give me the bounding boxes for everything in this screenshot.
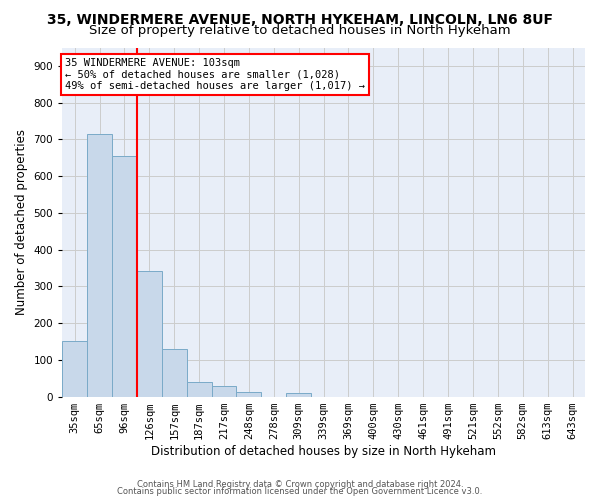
Bar [62, 342, 87, 396]
Text: Contains HM Land Registry data © Crown copyright and database right 2024.: Contains HM Land Registry data © Crown c… [137, 480, 463, 489]
Text: 35 WINDERMERE AVENUE: 103sqm
← 50% of detached houses are smaller (1,028)
49% of: 35 WINDERMERE AVENUE: 103sqm ← 50% of de… [65, 58, 365, 91]
Bar [162, 349, 187, 397]
Bar [212, 386, 236, 396]
Text: 35, WINDERMERE AVENUE, NORTH HYKEHAM, LINCOLN, LN6 8UF: 35, WINDERMERE AVENUE, NORTH HYKEHAM, LI… [47, 12, 553, 26]
Y-axis label: Number of detached properties: Number of detached properties [15, 129, 28, 315]
X-axis label: Distribution of detached houses by size in North Hykeham: Distribution of detached houses by size … [151, 444, 496, 458]
Text: Size of property relative to detached houses in North Hykeham: Size of property relative to detached ho… [89, 24, 511, 37]
Bar [187, 382, 212, 396]
Bar [236, 392, 262, 396]
Bar [87, 134, 112, 396]
Bar [112, 156, 137, 396]
Bar [286, 394, 311, 396]
Text: Contains public sector information licensed under the Open Government Licence v3: Contains public sector information licen… [118, 487, 482, 496]
Bar [137, 270, 162, 396]
